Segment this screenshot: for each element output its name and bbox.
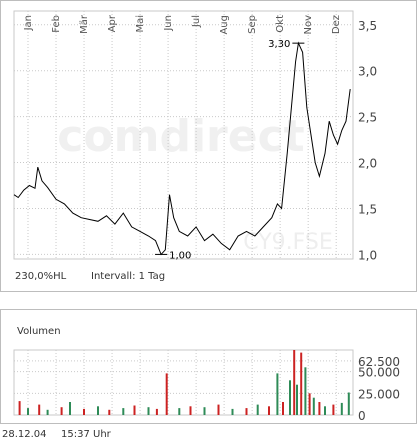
volume-bar xyxy=(282,402,284,415)
volume-bar xyxy=(155,408,158,415)
volume-bar xyxy=(69,402,71,415)
price-y-tick: 2,5 xyxy=(358,111,377,125)
volume-bar xyxy=(83,408,85,415)
volume-bar xyxy=(108,409,111,415)
volume-bar xyxy=(203,407,206,415)
volume-bar xyxy=(46,409,49,415)
price-annotations: 3,30 1,00 xyxy=(155,39,305,261)
month-label: Mai xyxy=(135,15,146,33)
svg-text:comdirect: comdirect xyxy=(57,111,304,162)
month-label: Feb xyxy=(51,15,62,33)
volume-bar xyxy=(340,402,343,415)
interval-label: Intervall: 1 Tag xyxy=(91,271,166,282)
scale-label: 230,0%HL xyxy=(15,271,67,282)
volume-bars xyxy=(18,350,350,415)
volume-bar xyxy=(147,407,150,415)
volume-bar xyxy=(27,408,29,415)
volume-title: Volumen xyxy=(17,326,61,337)
month-label: Apr xyxy=(107,14,118,32)
price-y-tick: 3,5 xyxy=(358,19,377,33)
svg-text:CY9.FSE: CY9.FSE xyxy=(243,230,333,255)
volume-chart-panel: Volumen 62.500 50.000 25.000 0 xyxy=(0,309,417,424)
month-label: Jul xyxy=(191,15,202,28)
price-chart: comdirect CY9.FSE Jan Feb Mär Apr Mai Jun Jul A… xyxy=(13,10,377,263)
volume-bar xyxy=(324,406,326,415)
month-labels: Jan Feb Mär Apr Mai Jun Jul Aug Sep Okt Nov Dez xyxy=(23,14,342,34)
volume-bar xyxy=(245,408,248,415)
month-label: Dez xyxy=(331,15,342,34)
volume-bar xyxy=(60,407,63,415)
price-y-tick: 2,0 xyxy=(358,157,377,171)
volume-bar xyxy=(165,373,168,415)
price-line xyxy=(13,41,351,256)
watermark: comdirect CY9.FSE xyxy=(57,111,332,255)
month-label: Jun xyxy=(163,15,174,32)
volume-bar xyxy=(347,392,350,415)
price-plot-frame xyxy=(13,10,354,260)
month-label: Aug xyxy=(219,15,230,35)
volume-bar xyxy=(231,408,234,415)
volume-bar xyxy=(296,384,298,415)
volume-bar xyxy=(217,404,220,415)
volume-bar xyxy=(133,405,136,415)
high-label: 3,30 xyxy=(268,39,290,50)
month-label: Jan xyxy=(23,15,34,31)
volume-bar xyxy=(312,397,315,415)
month-label: Mär xyxy=(79,14,90,34)
volume-bar xyxy=(97,406,99,415)
low-label: 1,00 xyxy=(169,250,191,261)
volume-bar xyxy=(268,406,270,415)
volume-y-tick: 62.500 xyxy=(358,355,400,369)
volume-bar xyxy=(178,408,181,415)
volume-bar xyxy=(332,404,335,415)
volume-y-tick: 0 xyxy=(358,409,366,423)
volume-bar xyxy=(318,402,321,415)
price-y-tick: 1,5 xyxy=(358,202,377,216)
footer-time: 15:37 Uhr xyxy=(61,429,111,440)
volume-bar xyxy=(289,380,291,415)
volume-bar xyxy=(308,393,311,415)
price-y-tick: 3,0 xyxy=(358,65,377,79)
volume-bar xyxy=(18,401,21,415)
price-grid xyxy=(13,10,354,260)
month-label: Okt xyxy=(275,15,286,33)
volume-bar xyxy=(256,404,259,415)
month-label: Sep xyxy=(247,15,258,34)
volume-bar xyxy=(300,352,303,415)
volume-bar xyxy=(38,404,41,415)
footer-date: 28.12.04 xyxy=(2,429,47,440)
volume-y-tick: 25.000 xyxy=(358,387,400,401)
volume-bar xyxy=(304,367,307,415)
month-label: Nov xyxy=(303,15,314,35)
price-chart-panel: comdirect CY9.FSE Jan Feb Mär Apr Mai Jun Jul A… xyxy=(0,0,417,292)
volume-bar xyxy=(122,408,125,415)
volume-bar xyxy=(293,350,296,415)
price-y-tick: 1,0 xyxy=(358,248,377,262)
volume-bar xyxy=(276,373,279,415)
volume-plot-frame xyxy=(13,349,354,416)
volume-y-tick: 50.000 xyxy=(358,366,400,380)
price-y-axis-labels: 3,5 3,0 2,5 2,0 1,5 1,0 xyxy=(358,19,377,263)
volume-bar xyxy=(189,406,192,415)
